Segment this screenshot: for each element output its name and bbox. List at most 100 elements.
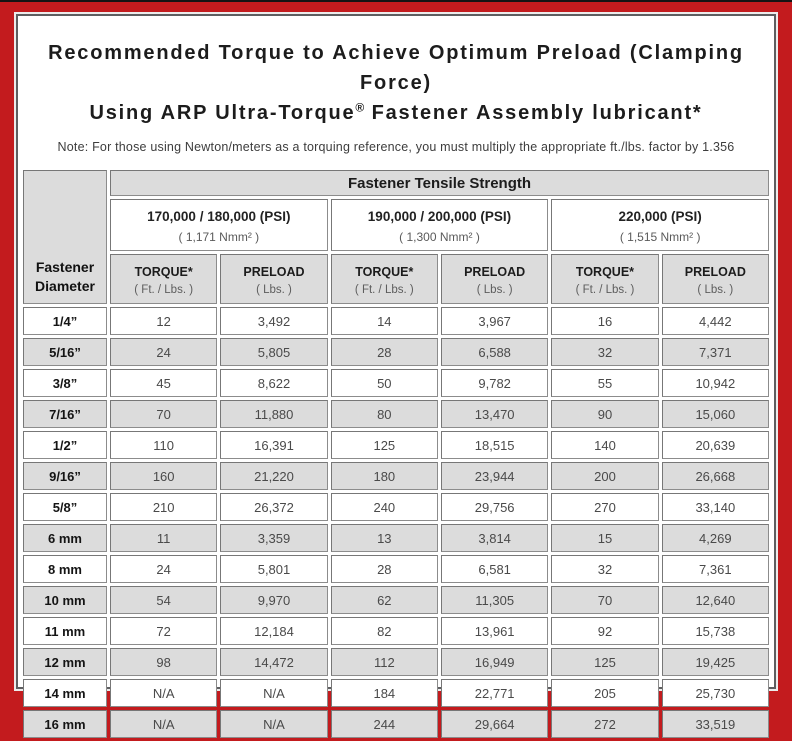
preload-value-cell: 10,942 xyxy=(661,369,769,397)
preload-value-cell: 33,519 xyxy=(661,710,769,738)
tensile-strength-header-row: Fastener Diameter Fastener Tensile Stren… xyxy=(23,170,769,304)
nmm-label: ( 1,515 Nmm² ) xyxy=(619,230,701,244)
preload-value-cell: 25,730 xyxy=(661,679,769,707)
torque-preload-table: Fastener Diameter Fastener Tensile Stren… xyxy=(20,167,772,741)
diameter-cell: 9/16” xyxy=(23,462,107,490)
page-title: Recommended Torque to Achieve Optimum Pr… xyxy=(28,38,764,128)
registered-trademark-symbol: ® xyxy=(355,100,365,115)
fastener-diameter-header-line1: Fastener xyxy=(35,259,95,276)
diameter-cell: 14 mm xyxy=(23,679,107,707)
torque-value-cell: 92 xyxy=(551,617,659,645)
preload-value-cell: 29,756 xyxy=(440,493,549,521)
table-row: 12 mm 98 14,472 112 16,949 125 19,425 xyxy=(23,648,769,676)
torque-value-cell: 184 xyxy=(330,679,438,707)
nmm-label: ( 1,300 Nmm² ) xyxy=(399,230,480,244)
fastener-diameter-header-line2: Diameter xyxy=(35,278,95,295)
diameter-cell: 6 mm xyxy=(23,524,107,552)
table-row: 7/16” 70 11,880 80 13,470 90 15,060 xyxy=(23,400,769,428)
diameter-cell: 1/2” xyxy=(23,431,107,459)
preload-value-cell: 5,801 xyxy=(220,555,328,583)
diameter-cell: 10 mm xyxy=(23,586,107,614)
diameter-cell: 16 mm xyxy=(23,710,107,738)
torque-value-cell: 160 xyxy=(110,462,218,490)
preload-value-cell: 12,184 xyxy=(220,617,328,645)
preload-value-cell: 3,359 xyxy=(220,524,328,552)
table-row: 11 mm 72 12,184 82 13,961 92 15,738 xyxy=(23,617,769,645)
preload-value-cell: 23,944 xyxy=(440,462,549,490)
preload-column-header: PRELOAD ( Lbs. ) xyxy=(220,254,328,304)
psi-group-220: 220,000 (PSI) ( 1,515 Nmm² ) xyxy=(551,199,769,251)
spec-sheet-panel: Recommended Torque to Achieve Optimum Pr… xyxy=(16,14,776,738)
preload-value-cell: 18,515 xyxy=(440,431,549,459)
preload-value-cell: 9,782 xyxy=(440,369,549,397)
torque-value-cell: 180 xyxy=(330,462,438,490)
torque-value-cell: 14 xyxy=(330,307,438,335)
preload-units: ( Lbs. ) xyxy=(697,284,734,296)
torque-label: TORQUE* xyxy=(134,265,193,279)
torque-value-cell: 62 xyxy=(330,586,438,614)
preload-value-cell: 3,814 xyxy=(440,524,549,552)
torque-value-cell: 50 xyxy=(330,369,438,397)
preload-value-cell: N/A xyxy=(220,679,328,707)
table-row: 5/16” 24 5,805 28 6,588 32 7,371 xyxy=(23,338,769,366)
torque-value-cell: 72 xyxy=(110,617,218,645)
preload-label: PRELOAD xyxy=(464,265,526,279)
preload-value-cell: 8,622 xyxy=(220,369,328,397)
psi-group-190-200: 190,000 / 200,000 (PSI) ( 1,300 Nmm² ) xyxy=(330,199,549,251)
torque-value-cell: 244 xyxy=(330,710,438,738)
preload-value-cell: 4,442 xyxy=(661,307,769,335)
diameter-cell: 8 mm xyxy=(23,555,107,583)
preload-value-cell: 19,425 xyxy=(661,648,769,676)
torque-value-cell: 210 xyxy=(110,493,218,521)
preload-value-cell: 15,738 xyxy=(661,617,769,645)
torque-value-cell: 110 xyxy=(110,431,218,459)
torque-column-header: TORQUE* ( Ft. / Lbs. ) xyxy=(110,254,218,304)
torque-value-cell: 54 xyxy=(110,586,218,614)
psi-label: 190,000 / 200,000 (PSI) xyxy=(367,209,512,224)
torque-value-cell: N/A xyxy=(110,710,218,738)
torque-value-cell: 240 xyxy=(330,493,438,521)
table-row: 10 mm 54 9,970 62 11,305 70 12,640 xyxy=(23,586,769,614)
preload-column-header: PRELOAD ( Lbs. ) xyxy=(661,254,769,304)
torque-value-cell: 32 xyxy=(551,555,659,583)
torque-preload-header-row: TORQUE* ( Ft. / Lbs. ) PRELOAD ( Lbs. ) … xyxy=(23,254,769,304)
torque-value-cell: 90 xyxy=(551,400,659,428)
top-edge-line xyxy=(0,0,792,2)
preload-value-cell: 7,361 xyxy=(661,555,769,583)
torque-value-cell: 24 xyxy=(110,555,218,583)
preload-label: PRELOAD xyxy=(243,265,305,279)
table-row: 9/16” 160 21,220 180 23,944 200 26,668 xyxy=(23,462,769,490)
preload-value-cell: 6,588 xyxy=(440,338,549,366)
preload-value-cell: 26,372 xyxy=(220,493,328,521)
table-row: 3/8” 45 8,622 50 9,782 55 10,942 xyxy=(23,369,769,397)
preload-value-cell: 26,668 xyxy=(661,462,769,490)
torque-value-cell: N/A xyxy=(110,679,218,707)
preload-value-cell: 13,961 xyxy=(440,617,549,645)
preload-value-cell: 5,805 xyxy=(220,338,328,366)
torque-value-cell: 16 xyxy=(551,307,659,335)
preload-value-cell: N/A xyxy=(220,710,328,738)
torque-value-cell: 112 xyxy=(330,648,438,676)
torque-value-cell: 24 xyxy=(110,338,218,366)
nmm-label: ( 1,171 Nmm² ) xyxy=(178,230,260,244)
preload-value-cell: 15,060 xyxy=(661,400,769,428)
preload-value-cell: 21,220 xyxy=(220,462,328,490)
table-row: 1/2” 110 16,391 125 18,515 140 20,639 xyxy=(23,431,769,459)
torque-value-cell: 28 xyxy=(330,555,438,583)
torque-column-header: TORQUE* ( Ft. / Lbs. ) xyxy=(330,254,438,304)
preload-value-cell: 22,771 xyxy=(440,679,549,707)
torque-value-cell: 125 xyxy=(330,431,438,459)
preload-value-cell: 6,581 xyxy=(440,555,549,583)
torque-value-cell: 55 xyxy=(551,369,659,397)
preload-value-cell: 20,639 xyxy=(661,431,769,459)
preload-units: ( Lbs. ) xyxy=(476,284,513,296)
torque-value-cell: 70 xyxy=(551,586,659,614)
torque-value-cell: 28 xyxy=(330,338,438,366)
diameter-cell: 5/16” xyxy=(23,338,107,366)
psi-label: 170,000 / 180,000 (PSI) xyxy=(147,209,291,224)
torque-value-cell: 15 xyxy=(551,524,659,552)
psi-group-170-180: 170,000 / 180,000 (PSI) ( 1,171 Nmm² ) xyxy=(110,199,328,251)
preload-value-cell: 4,269 xyxy=(661,524,769,552)
table-row: 5/8” 210 26,372 240 29,756 270 33,140 xyxy=(23,493,769,521)
